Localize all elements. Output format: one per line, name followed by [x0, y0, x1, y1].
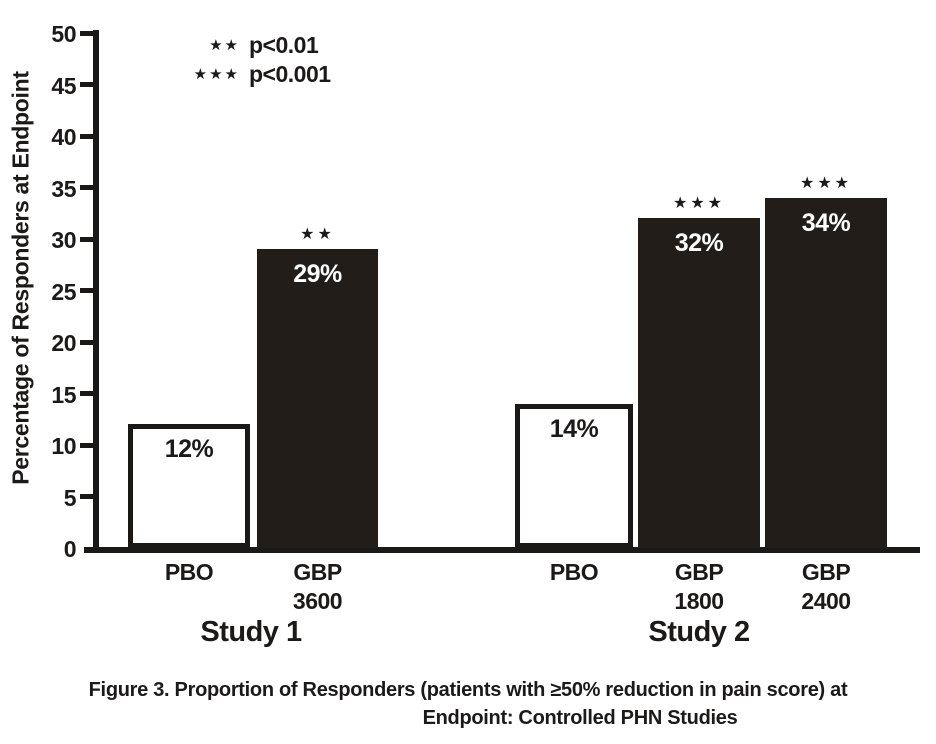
bar-value-label: 14% — [549, 415, 599, 443]
y-tick-label-40: 40 — [51, 124, 76, 150]
y-tick-label-35: 35 — [51, 175, 76, 202]
y-tick-20 — [80, 339, 94, 345]
bar-study-1-pbo: 12% — [128, 424, 250, 548]
y-tick-label-25: 25 — [51, 278, 76, 305]
x-tick-label-line: GBP — [674, 559, 724, 585]
group-label-study-1: Study 1 — [200, 616, 302, 648]
legend-p-value: p<0.01 — [249, 32, 319, 58]
bar-study-2-gbp-1800: 32% — [638, 218, 760, 548]
bar-value-label: 29% — [293, 260, 342, 288]
bar-value-label: 32% — [674, 229, 724, 257]
figure-caption-line-2: Endpoint: Controlled PHN Studies — [422, 707, 738, 729]
y-tick-50 — [80, 30, 94, 36]
y-axis-line — [93, 30, 99, 553]
significance-marker: ★★★ — [799, 175, 853, 192]
x-tick-label-line: 3600 — [292, 588, 343, 614]
group-label-study-2: Study 2 — [648, 616, 750, 648]
legend-row: ★★ p<0.01 — [186, 31, 331, 60]
bar-value-label: 34% — [801, 209, 851, 237]
bar-study-1-gbp-3600: 29% — [257, 249, 378, 548]
y-tick-label-30: 30 — [51, 227, 76, 253]
y-tick-label-45: 45 — [51, 72, 76, 99]
y-tick-label-15: 15 — [51, 381, 76, 408]
y-tick-label-20: 20 — [51, 330, 76, 356]
y-tick-label-0: 0 — [63, 536, 77, 562]
legend-p-value: p<0.001 — [249, 61, 331, 87]
significance-marker: ★★ — [300, 226, 335, 243]
legend-row: ★★★ p<0.001 — [186, 60, 331, 89]
y-tick-30 — [80, 236, 94, 242]
triple-asterisk-symbol: ★★★ — [193, 66, 240, 83]
y-tick-40 — [80, 133, 94, 139]
x-tick-label-line: GBP — [293, 559, 342, 585]
x-tick-label-line: GBP — [801, 559, 851, 585]
x-tick-label-line: 2400 — [801, 588, 851, 614]
x-tick-label-line: 1800 — [674, 588, 724, 614]
x-tick-label-line: PBO — [549, 559, 599, 585]
x-tick-label: PBO — [128, 558, 250, 587]
x-tick-label: GBP 3600 — [257, 558, 378, 616]
double-asterisk-symbol: ★★ — [209, 37, 240, 54]
y-tick-35 — [80, 185, 94, 190]
significance-legend: ★★ p<0.01 ★★★ p<0.001 — [186, 31, 331, 89]
figure-caption-line-1: Figure 3. Proportion of Responders (pati… — [88, 679, 848, 701]
y-tick-5 — [80, 494, 94, 499]
y-tick-10 — [80, 442, 94, 448]
x-tick-label-line: PBO — [164, 559, 214, 585]
y-tick-label-10: 10 — [51, 433, 76, 459]
x-tick-label: GBP 2400 — [765, 558, 887, 616]
y-tick-label-50: 50 — [51, 21, 76, 47]
y-tick-25 — [80, 288, 94, 293]
y-tick-45 — [80, 82, 94, 87]
y-tick-label-5: 5 — [63, 484, 77, 511]
bar-value-label: 12% — [164, 435, 214, 463]
x-tick-label: PBO — [515, 558, 633, 587]
bar-study-2-pbo: 14% — [515, 404, 633, 548]
significance-marker: ★★★ — [672, 195, 726, 212]
x-tick-label: GBP 1800 — [638, 558, 760, 616]
x-axis-line — [84, 547, 920, 553]
bar-study-2-gbp-2400: 34% — [765, 198, 887, 548]
y-tick-15 — [80, 391, 94, 396]
